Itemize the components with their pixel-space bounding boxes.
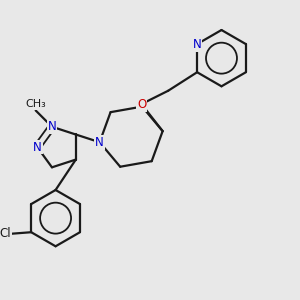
Text: O: O xyxy=(137,98,146,111)
Text: N: N xyxy=(193,38,202,51)
Text: N: N xyxy=(48,120,56,133)
Text: methyl: methyl xyxy=(0,299,1,300)
Text: Cl: Cl xyxy=(0,227,11,240)
Text: N: N xyxy=(95,136,104,149)
Text: CH₃: CH₃ xyxy=(25,99,46,109)
Text: N: N xyxy=(33,140,42,154)
